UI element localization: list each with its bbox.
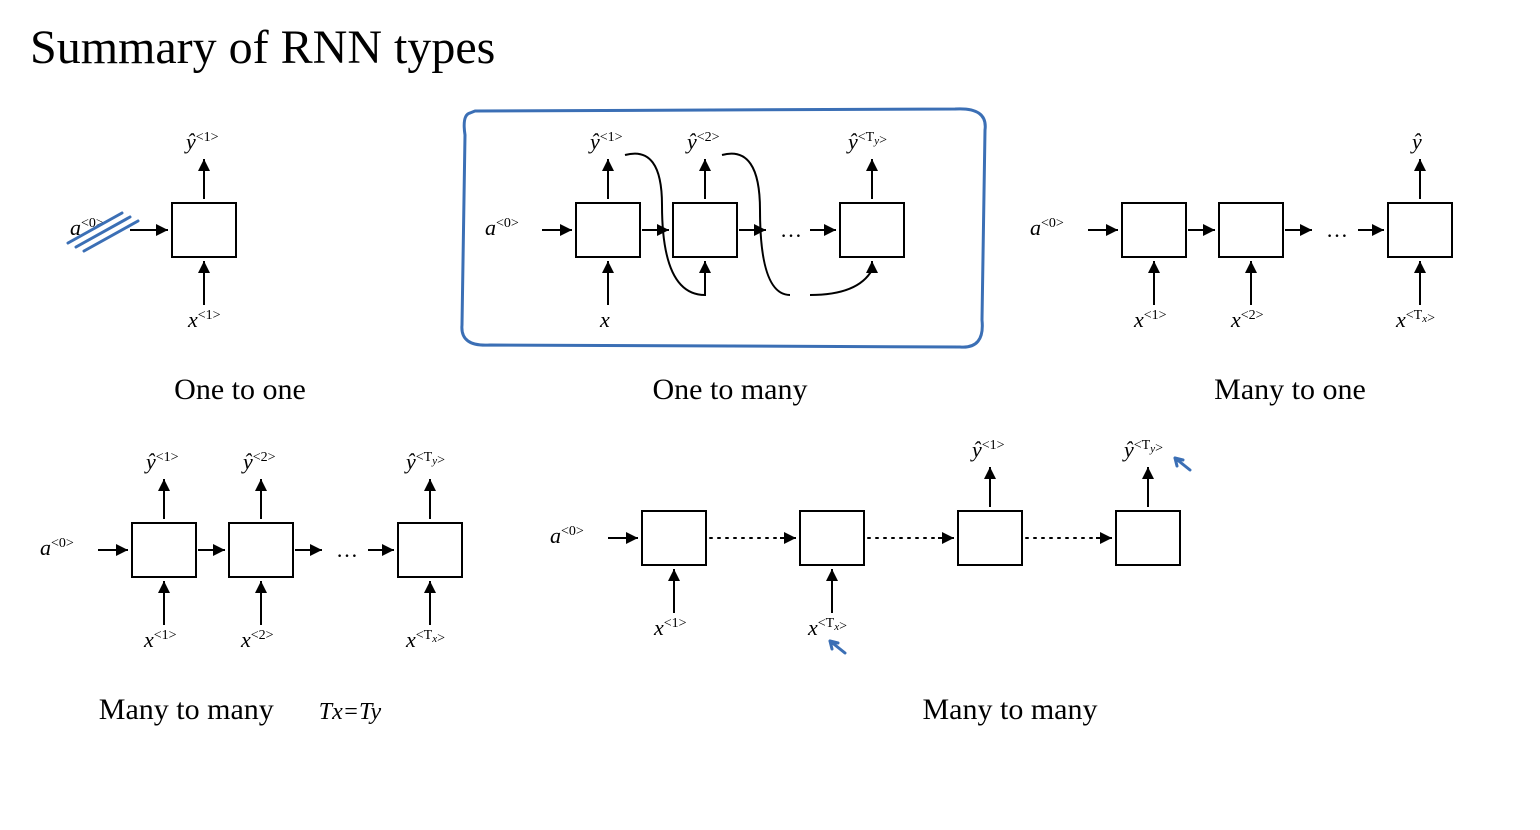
rnn-cell: [1219, 203, 1283, 257]
rnn-cell: [1122, 203, 1186, 257]
rnn-cell: [1116, 511, 1180, 565]
rnn-cell: [800, 511, 864, 565]
initial-state-label: a<0>: [485, 215, 519, 240]
annotation: Tx=Ty: [319, 699, 381, 725]
feedback-curve: [810, 261, 872, 295]
hand-arrow-icon: [1175, 458, 1190, 470]
output-label: ŷ<1>: [588, 129, 623, 154]
input-label: x<1>: [143, 627, 177, 652]
rnn-cell: [1388, 203, 1452, 257]
output-label: ŷ<1>: [970, 437, 1005, 462]
output-label: ŷ<2>: [685, 129, 720, 154]
rnn-cell: [132, 523, 196, 577]
page-title: Summary of RNN types: [30, 20, 1510, 75]
rnn-cell: [840, 203, 904, 257]
rnn-cell: [229, 523, 293, 577]
input-label: x<Tx>: [807, 615, 847, 640]
caption: Many to many Tx=Ty: [99, 693, 381, 727]
output-label: ŷ<Ty>: [404, 449, 445, 474]
input-label: x<1>: [1133, 307, 1167, 332]
arch-many-to-many-diff: a<0> x<1> x<Tx>: [450, 415, 1540, 735]
hand-arrow-icon: [830, 641, 845, 653]
rnn-cell: [642, 511, 706, 565]
input-label: x<1>: [653, 615, 687, 640]
input-label: x<2>: [1230, 307, 1264, 332]
rnn-cell: [673, 203, 737, 257]
rnn-cell: [576, 203, 640, 257]
ellipsis: …: [336, 537, 358, 562]
initial-state-label: a<0>: [1030, 215, 1064, 240]
output-label: ŷ<1>: [184, 129, 219, 154]
caption: Many to many: [923, 693, 1098, 727]
input-label: x<Tx>: [1395, 307, 1435, 332]
input-label: x: [599, 307, 610, 332]
rnn-cell: [172, 203, 236, 257]
arch-many-to-one: a<0> x<1> x<2> … x<Tx> ŷ: [1010, 95, 1540, 415]
input-label: x<1>: [187, 307, 221, 332]
caption: One to many: [653, 373, 808, 407]
ellipsis: …: [780, 217, 802, 242]
output-label: ŷ: [1410, 129, 1422, 154]
ellipsis: …: [1326, 217, 1348, 242]
output-label: ŷ<Ty>: [1122, 437, 1163, 462]
initial-state-label: a<0>: [550, 523, 584, 548]
arch-one-to-one: a<0> x<1> ŷ<1> One to one: [30, 95, 450, 415]
output-label: ŷ<2>: [241, 449, 276, 474]
output-label: ŷ<Ty>: [846, 129, 887, 154]
arch-many-to-many-same: a<0> x<1> ŷ<1> x<2> ŷ<2> …: [30, 415, 450, 735]
rnn-cell: [958, 511, 1022, 565]
diagram-grid: a<0> x<1> ŷ<1> One to one: [30, 95, 1510, 735]
input-label: x<2>: [240, 627, 274, 652]
input-label: x<Tx>: [405, 627, 445, 652]
initial-state-label: a<0>: [40, 535, 74, 560]
output-label: ŷ<1>: [144, 449, 179, 474]
caption: One to one: [174, 373, 306, 407]
arch-one-to-many: a<0> x ŷ<1> ŷ<2> …: [450, 95, 1010, 415]
caption: Many to one: [1214, 373, 1366, 407]
